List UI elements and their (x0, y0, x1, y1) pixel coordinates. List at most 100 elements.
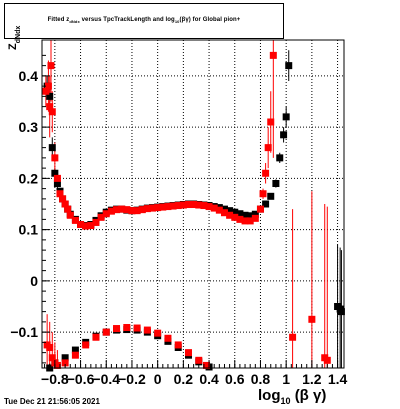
red-marker (323, 356, 331, 364)
x-tick-label: 0.6 (225, 371, 245, 387)
y-tick-label: 0.4 (19, 68, 39, 84)
x-tick-label: 0.4 (199, 371, 219, 387)
red-marker (256, 205, 264, 213)
red-marker (64, 205, 72, 213)
black-marker (236, 210, 244, 218)
red-marker (149, 204, 157, 212)
red-marker (56, 190, 64, 198)
red-marker (289, 333, 297, 341)
red-marker (102, 210, 110, 218)
red-marker (251, 214, 259, 222)
red-marker (174, 341, 182, 349)
black-marker (231, 208, 239, 216)
black-marker (251, 210, 259, 218)
y-tick-label: 0.2 (19, 170, 39, 186)
red-marker (210, 204, 218, 212)
title-box: Fitted zdNdx versus TpcTrackLength and l… (4, 3, 284, 39)
red-marker (77, 221, 85, 228)
red-marker (133, 324, 141, 332)
red-marker (48, 108, 56, 116)
red-marker (205, 203, 213, 211)
black-marker (246, 212, 254, 220)
red-marker (53, 361, 61, 369)
black-marker (272, 180, 280, 187)
red-marker (118, 205, 126, 213)
red-marker (174, 202, 182, 210)
red-marker (220, 209, 228, 217)
timestamp: Tue Dec 21 21:56:05 2021 (4, 397, 100, 406)
red-marker (231, 213, 239, 221)
red-marker (262, 169, 270, 177)
red-marker (154, 204, 162, 212)
red-marker (195, 201, 203, 209)
y-tick-label: 0.1 (19, 222, 39, 238)
red-marker (179, 201, 187, 209)
red-marker (61, 359, 69, 367)
red-marker (51, 154, 59, 162)
red-marker (66, 211, 74, 219)
red-marker (59, 195, 67, 203)
red-marker (133, 207, 141, 215)
red-marker (143, 205, 151, 213)
red-marker (44, 82, 52, 90)
red-marker (164, 334, 172, 342)
black-marker (280, 131, 288, 139)
black-marker (337, 308, 345, 316)
red-marker (87, 222, 95, 230)
y-axis-label: ZdNdx (7, 25, 23, 50)
red-marker (123, 206, 131, 214)
black-marker (241, 211, 249, 219)
red-marker (215, 206, 223, 214)
red-marker (241, 217, 249, 225)
red-marker (48, 354, 56, 362)
chart-title: Fitted zdNdx versus TpcTrackLength and l… (47, 17, 241, 25)
black-marker (282, 113, 290, 121)
red-marker (195, 356, 203, 364)
red-marker (259, 190, 267, 198)
data-points (42, 51, 345, 372)
x-tick-label: 0.8 (251, 371, 271, 387)
red-marker (264, 144, 272, 152)
black-marker (285, 62, 293, 70)
red-marker (269, 51, 277, 59)
red-marker (185, 201, 193, 209)
red-marker (190, 201, 198, 209)
red-marker (82, 222, 90, 230)
red-marker (159, 203, 167, 211)
y-tick-label: 0 (30, 273, 38, 289)
black-marker (48, 144, 56, 152)
x-tick-label: 1 (282, 371, 290, 387)
red-marker (128, 207, 136, 215)
red-marker (138, 206, 146, 214)
red-marker (246, 217, 254, 225)
y-tick-label: 0.3 (19, 119, 39, 135)
red-marker (154, 329, 162, 337)
red-marker (42, 87, 50, 95)
black-marker (61, 354, 69, 362)
x-tick-label: 1.4 (328, 371, 348, 387)
grid-lines (42, 40, 344, 368)
red-marker (97, 213, 105, 221)
red-marker (200, 202, 208, 210)
red-marker (185, 349, 193, 357)
red-marker (107, 207, 115, 215)
x-tick-label: 0.2 (174, 371, 194, 387)
red-marker (82, 341, 90, 349)
axis-ticks (42, 54, 339, 368)
red-marker (92, 218, 100, 226)
red-marker (113, 325, 121, 333)
red-marker (164, 203, 172, 211)
black-marker (267, 192, 275, 200)
red-marker (123, 324, 131, 332)
red-marker (92, 333, 100, 341)
black-marker (220, 205, 228, 213)
red-marker (46, 344, 54, 351)
red-marker (113, 206, 121, 214)
red-marker (46, 103, 54, 111)
tick-labels: −0.8−0.6−0.4−0.2 0 0.2 0.4 0.6 0.8 1 1.2 1.4 −0.1… (10, 68, 347, 387)
red-marker (71, 216, 79, 224)
red-marker (143, 326, 151, 334)
x-tick-label: −0.2 (118, 371, 146, 387)
red-marker (308, 315, 316, 323)
